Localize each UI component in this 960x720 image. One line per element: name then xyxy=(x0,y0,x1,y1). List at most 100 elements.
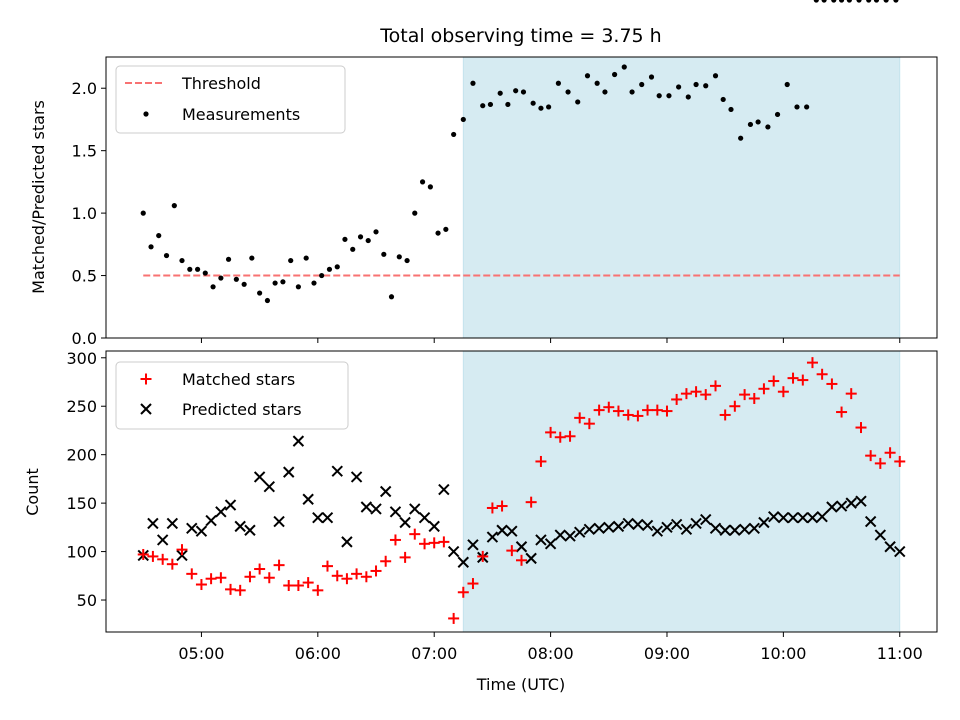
matched-star-point xyxy=(302,577,314,589)
matched-star-point xyxy=(380,555,392,567)
predicted-star-point xyxy=(302,493,314,505)
predicted-star-point xyxy=(195,525,208,537)
predicted-star-point-b xyxy=(263,480,275,493)
matched-star-point xyxy=(467,578,479,590)
matched-star-point xyxy=(719,409,731,421)
predicted-star-point xyxy=(777,511,790,524)
measurement-point xyxy=(755,119,761,125)
predicted-star-point xyxy=(147,517,159,530)
bottom-legend-box xyxy=(115,361,349,430)
predicted-star-point-b xyxy=(283,466,295,478)
predicted-star-point xyxy=(700,513,712,526)
predicted-star-point-b xyxy=(341,536,353,548)
x-tick-label: 11:00 xyxy=(877,644,923,663)
matched-star-point xyxy=(612,405,624,417)
measurement-point xyxy=(419,179,426,185)
measurement-point xyxy=(451,131,457,138)
measurement-point xyxy=(187,266,193,272)
measurement-point xyxy=(774,111,781,118)
predicted-star-point xyxy=(758,516,770,529)
bottom-y-tick-label: 50 xyxy=(77,591,97,610)
measurement-point xyxy=(311,280,317,286)
predicted-star-point xyxy=(641,519,654,532)
predicted-star-point-b xyxy=(748,522,760,535)
matched-star-point xyxy=(874,457,886,469)
measurement-point xyxy=(288,257,294,264)
x-tick-label: 07:00 xyxy=(411,644,457,663)
matched-star-point xyxy=(516,554,527,566)
matched-star-point xyxy=(700,389,712,401)
predicted-star-point-b xyxy=(700,513,712,526)
matched-star-point xyxy=(642,404,654,416)
measurement-point xyxy=(846,0,852,3)
predicted-star-point xyxy=(845,497,857,509)
matched-star-point xyxy=(777,386,789,398)
measurement-point xyxy=(194,266,201,272)
matched-star-point xyxy=(690,386,702,398)
predicted-star-point xyxy=(583,523,596,535)
predicted-star-point-b xyxy=(612,520,625,533)
predicted-star-point xyxy=(283,466,295,478)
predicted-star-point xyxy=(428,520,440,533)
measurement-point xyxy=(241,281,247,287)
predicted-star-point xyxy=(797,511,809,524)
predicted-star-point-b xyxy=(680,523,693,535)
measurement-point xyxy=(148,244,154,250)
matched-star-point xyxy=(370,565,382,577)
predicted-star-point xyxy=(379,485,392,498)
predicted-star-point-b xyxy=(738,523,751,535)
predicted-star-point xyxy=(399,516,411,529)
matched-star-point xyxy=(176,544,188,556)
predicted-star-point-b xyxy=(321,511,334,524)
predicted-star-point xyxy=(156,534,169,546)
predicted-star-point-b xyxy=(874,529,887,541)
predicted-star-point-b xyxy=(486,531,499,543)
matched-star-point xyxy=(496,500,508,512)
top-y-tick-label: 0.5 xyxy=(72,267,97,286)
predicted-star-point-b xyxy=(176,549,188,562)
matched-star-point xyxy=(758,383,770,395)
measurement-point xyxy=(648,74,655,80)
matched-star-point xyxy=(389,534,401,546)
predicted-star-point-b xyxy=(418,511,431,524)
predicted-star-point-b xyxy=(593,522,605,535)
matched-star-point xyxy=(312,584,324,596)
measurement-point xyxy=(497,90,503,96)
legend-matched-label: Matched stars xyxy=(182,370,295,389)
measurement-point xyxy=(612,71,618,78)
predicted-star-point xyxy=(535,534,547,546)
predicted-star-point-b xyxy=(525,552,537,565)
matched-star-point xyxy=(710,380,722,392)
measurement-point xyxy=(784,81,790,88)
predicted-star-point-b xyxy=(670,518,683,531)
predicted-star-point-b xyxy=(147,517,159,530)
measurement-point xyxy=(326,266,333,272)
predicted-star-point xyxy=(389,506,402,518)
predicted-star-point-b xyxy=(312,511,324,524)
measurement-point xyxy=(505,101,511,108)
predicted-star-point xyxy=(544,538,557,550)
predicted-star-point-b xyxy=(806,511,819,524)
top-shaded-span xyxy=(462,56,901,339)
top-legend: Threshold Measurements xyxy=(115,65,346,134)
predicted-star-point xyxy=(573,526,586,538)
predicted-star-point-b xyxy=(156,534,169,546)
matched-star-point xyxy=(535,455,547,467)
measurement-point xyxy=(171,203,177,209)
measurement-point xyxy=(487,101,494,108)
legend-cross-mark xyxy=(140,403,152,415)
predicted-star-point-b xyxy=(544,538,557,550)
measurement-point xyxy=(480,103,486,109)
matched-star-point xyxy=(836,406,848,418)
measurement-point xyxy=(280,279,286,285)
predicted-star-point-b xyxy=(515,541,528,553)
matched-star-point xyxy=(234,584,246,596)
matched-star-point xyxy=(661,405,673,417)
predicted-star-point xyxy=(350,471,363,483)
matched-star-point xyxy=(651,404,663,416)
matched-star-point xyxy=(787,372,799,384)
predicted-star-point xyxy=(215,506,227,518)
matched-star-point xyxy=(419,538,431,550)
predicted-star-point xyxy=(253,471,266,483)
matched-star-point xyxy=(603,401,615,413)
